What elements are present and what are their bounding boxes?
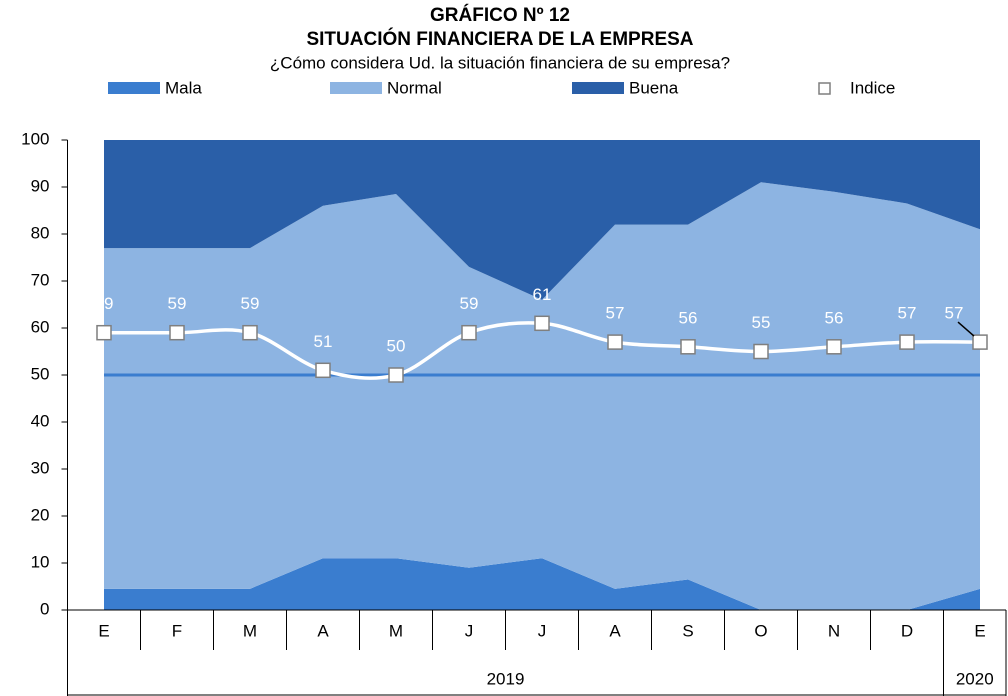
index-marker — [388, 367, 404, 383]
chart-title: GRÁFICO Nº 12 — [430, 4, 570, 26]
index-marker — [826, 339, 842, 355]
data-label: 56 — [825, 308, 844, 327]
data-label: 57 — [606, 304, 625, 323]
x-tick-label: M — [389, 621, 403, 640]
x-tick-label: J — [465, 621, 474, 640]
legend-marker — [818, 82, 831, 95]
y-tick-label: 30 — [31, 458, 50, 477]
chart-title: SITUACIÓN FINANCIERA DE LA EMPRESA — [306, 28, 693, 50]
index-marker — [607, 334, 623, 350]
y-tick-label: 20 — [31, 505, 50, 524]
index-marker — [96, 324, 112, 341]
legend-swatch — [330, 82, 382, 94]
legend-label: Mala — [165, 78, 202, 97]
data-label: 57 — [898, 304, 917, 323]
group-label: 2020 — [956, 669, 994, 688]
y-tick-label: 0 — [40, 599, 49, 618]
index-marker — [169, 324, 185, 341]
data-label: 51 — [314, 332, 333, 351]
x-tick-label: A — [317, 621, 329, 640]
index-marker — [680, 339, 696, 355]
x-tick-label: O — [754, 621, 767, 640]
leader-line — [957, 321, 975, 337]
legend-swatch — [108, 82, 160, 94]
index-marker — [461, 324, 477, 341]
index-marker — [899, 334, 915, 350]
y-tick-label: 60 — [31, 317, 50, 336]
x-tick-label: E — [98, 621, 109, 640]
area — [104, 140, 980, 300]
data-label: 56 — [679, 308, 698, 327]
data-label: 59 — [95, 294, 114, 313]
group-label: 2019 — [487, 669, 525, 688]
data-label: 55 — [752, 313, 771, 332]
y-tick-label: 80 — [31, 223, 50, 242]
x-tick-label: J — [538, 621, 547, 640]
legend-label: Buena — [629, 78, 679, 97]
index-marker — [534, 315, 550, 332]
data-label: 59 — [460, 294, 479, 313]
x-tick-label: E — [974, 621, 985, 640]
y-tick-label: 50 — [31, 364, 50, 383]
x-tick-label: D — [901, 621, 913, 640]
x-tick-label: N — [828, 621, 840, 640]
y-tick-label: 90 — [31, 176, 50, 195]
legend-label: Normal — [387, 78, 442, 97]
data-label: 57 — [945, 304, 964, 323]
y-tick-label: 70 — [31, 270, 50, 289]
data-label: 50 — [387, 336, 406, 355]
data-label: 61 — [533, 285, 552, 304]
x-tick-label: F — [172, 621, 182, 640]
area — [104, 182, 980, 611]
y-tick-label: 100 — [21, 129, 49, 148]
legend-label: Indice — [850, 78, 895, 97]
x-tick-label: S — [682, 621, 693, 640]
index-marker — [753, 343, 769, 360]
legend-swatch — [572, 82, 624, 94]
index-marker — [972, 334, 988, 350]
y-tick-label: 40 — [31, 411, 50, 430]
y-tick-label: 10 — [31, 552, 50, 571]
x-tick-label: A — [609, 621, 621, 640]
index-marker — [242, 324, 258, 341]
data-label: 59 — [241, 294, 260, 313]
area — [104, 558, 980, 610]
x-tick-label: M — [243, 621, 257, 640]
chart-subtitle: ¿Cómo considera Ud. la situación financi… — [270, 53, 730, 72]
index-marker — [315, 362, 331, 379]
data-label: 59 — [168, 294, 187, 313]
